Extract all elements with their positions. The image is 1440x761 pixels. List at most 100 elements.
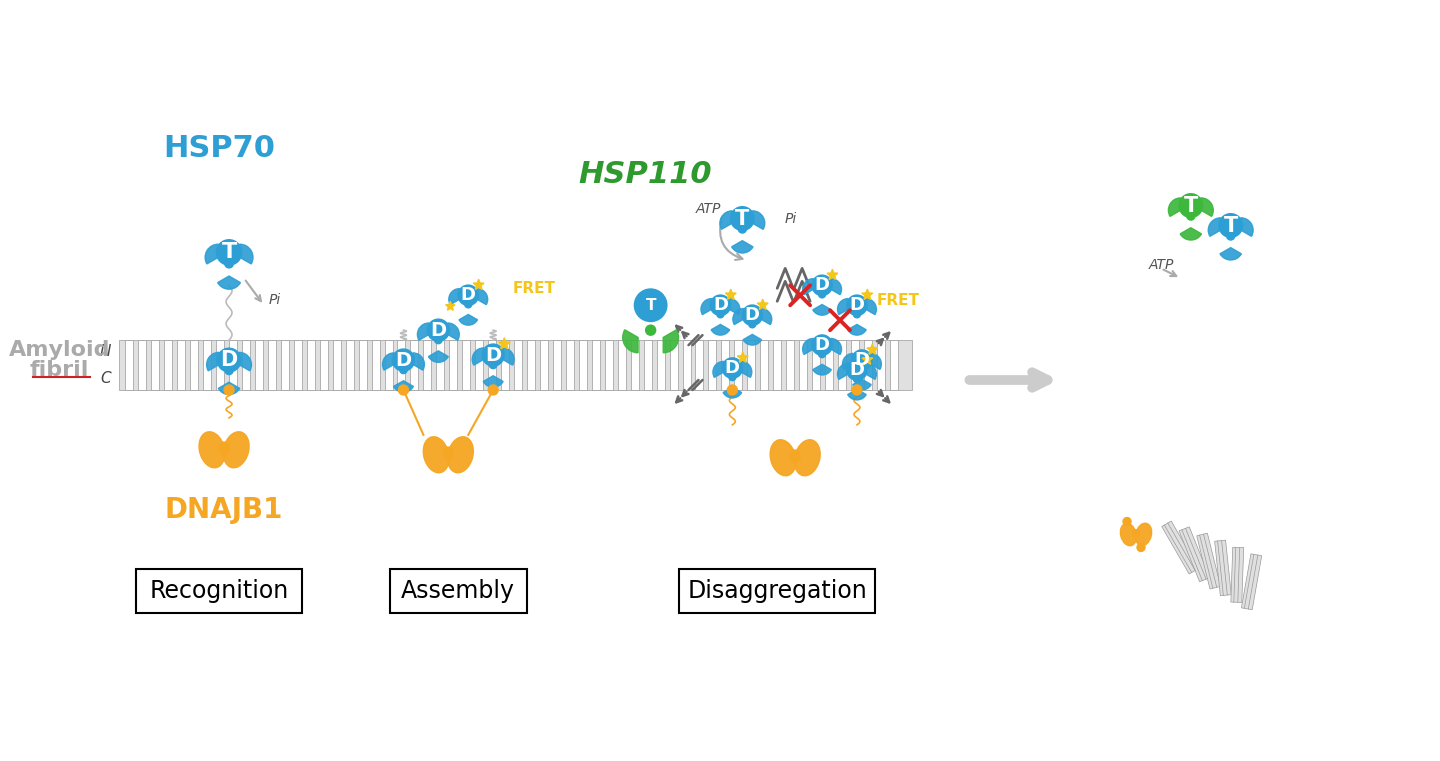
Text: T: T: [1184, 196, 1198, 215]
Bar: [436, 340, 445, 390]
Bar: [890, 340, 897, 390]
Circle shape: [1218, 213, 1243, 238]
Wedge shape: [802, 279, 814, 295]
Bar: [747, 340, 756, 390]
Circle shape: [749, 321, 756, 328]
Circle shape: [710, 295, 732, 316]
Bar: [851, 340, 858, 390]
Text: D: D: [854, 351, 870, 369]
Polygon shape: [474, 279, 484, 289]
Bar: [242, 340, 251, 390]
Bar: [618, 340, 626, 390]
Bar: [644, 340, 652, 390]
Bar: [773, 340, 782, 390]
Circle shape: [730, 206, 755, 231]
Wedge shape: [413, 353, 425, 370]
Text: FRET: FRET: [513, 281, 556, 296]
Wedge shape: [743, 334, 762, 345]
Bar: [1215, 540, 1231, 596]
Text: D: D: [744, 306, 760, 324]
Circle shape: [216, 348, 242, 373]
Polygon shape: [867, 344, 878, 355]
Wedge shape: [503, 348, 514, 365]
Wedge shape: [831, 279, 841, 295]
Bar: [216, 340, 225, 390]
Circle shape: [216, 239, 242, 266]
Wedge shape: [720, 211, 732, 229]
Wedge shape: [812, 365, 831, 375]
Wedge shape: [713, 361, 724, 377]
Bar: [553, 340, 562, 390]
Text: Amyloid: Amyloid: [9, 340, 111, 360]
Circle shape: [481, 343, 505, 367]
Circle shape: [727, 385, 737, 395]
Wedge shape: [204, 244, 219, 264]
Polygon shape: [726, 289, 736, 300]
Wedge shape: [622, 330, 638, 353]
Ellipse shape: [770, 440, 796, 476]
Bar: [320, 340, 328, 390]
Polygon shape: [827, 269, 838, 279]
Circle shape: [858, 365, 865, 373]
Text: D: D: [431, 320, 446, 339]
Bar: [514, 340, 523, 390]
Text: Pi: Pi: [785, 212, 796, 225]
Bar: [1179, 527, 1210, 581]
FancyBboxPatch shape: [680, 569, 876, 613]
Bar: [203, 340, 212, 390]
Wedge shape: [393, 380, 413, 392]
Bar: [125, 340, 134, 390]
Circle shape: [426, 318, 451, 342]
Wedge shape: [217, 276, 240, 289]
Circle shape: [717, 310, 724, 318]
Wedge shape: [842, 353, 852, 369]
Text: D: D: [485, 345, 501, 365]
Wedge shape: [838, 363, 848, 380]
Ellipse shape: [423, 437, 449, 473]
Bar: [268, 340, 276, 390]
Circle shape: [225, 385, 235, 395]
Circle shape: [399, 385, 409, 395]
Circle shape: [811, 334, 832, 356]
Ellipse shape: [1120, 524, 1136, 546]
Bar: [579, 340, 588, 390]
Wedge shape: [1241, 218, 1253, 237]
Wedge shape: [753, 211, 765, 229]
Circle shape: [1227, 232, 1234, 240]
Bar: [462, 340, 471, 390]
Bar: [708, 340, 717, 390]
Polygon shape: [498, 338, 510, 349]
Circle shape: [400, 366, 408, 374]
Circle shape: [392, 349, 415, 372]
Circle shape: [465, 301, 472, 308]
Bar: [631, 340, 639, 390]
Wedge shape: [484, 376, 503, 387]
Ellipse shape: [219, 442, 229, 454]
Text: N: N: [99, 344, 111, 359]
Wedge shape: [723, 387, 742, 398]
Wedge shape: [831, 339, 841, 355]
Bar: [281, 340, 289, 390]
Circle shape: [854, 376, 861, 383]
Bar: [657, 340, 665, 390]
Wedge shape: [449, 288, 459, 304]
Text: D: D: [396, 351, 412, 370]
Bar: [372, 340, 380, 390]
Circle shape: [739, 225, 746, 233]
Wedge shape: [742, 361, 752, 377]
Bar: [592, 340, 600, 390]
Bar: [825, 340, 832, 390]
Bar: [488, 340, 497, 390]
Bar: [333, 340, 341, 390]
Circle shape: [634, 288, 668, 322]
Bar: [1231, 547, 1244, 603]
Ellipse shape: [795, 440, 821, 476]
Circle shape: [435, 336, 442, 344]
Wedge shape: [428, 351, 448, 362]
Bar: [359, 340, 367, 390]
Wedge shape: [1168, 198, 1181, 216]
Wedge shape: [865, 363, 877, 380]
Bar: [120, 340, 912, 390]
Wedge shape: [638, 301, 664, 316]
FancyBboxPatch shape: [135, 569, 302, 613]
